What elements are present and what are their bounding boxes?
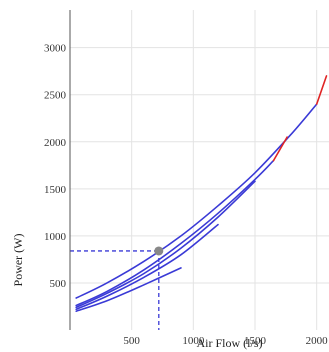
y-tick-label-1000: 1000 <box>44 231 67 243</box>
operating-point-guides <box>70 250 160 330</box>
y-tick-label-2500: 2500 <box>44 90 67 102</box>
tick-labels: 500 1000 1500 2000 500 1000 1500 2000 2500 3000 <box>44 43 328 347</box>
x-tick-label-1500: 1500 <box>244 335 267 347</box>
series-line-1 <box>75 103 318 299</box>
y-tick-label-500: 500 <box>50 278 67 290</box>
series-line-3 <box>75 180 256 309</box>
y-tick-label-1500: 1500 <box>44 184 67 196</box>
operating-point-marker[interactable] <box>154 246 164 256</box>
y-axis-title: Power (W) <box>11 234 25 287</box>
y-tick-label-2000: 2000 <box>44 137 67 149</box>
x-tick-label-1000: 1000 <box>182 335 205 347</box>
x-tick-label-2000: 2000 <box>306 335 329 347</box>
points-group <box>154 246 164 256</box>
x-axis-title: Air Flow (l/s) <box>197 336 263 350</box>
y-tick-label-3000: 3000 <box>44 43 67 55</box>
grid <box>70 10 329 330</box>
x-tick-label-500: 500 <box>123 335 140 347</box>
series-line-4 <box>75 223 219 311</box>
series-line-2 <box>75 159 275 307</box>
series-group <box>75 75 328 312</box>
series-line-1-extension <box>315 75 328 105</box>
series-line-2-extension <box>272 136 288 162</box>
series-line-5 <box>75 267 182 312</box>
